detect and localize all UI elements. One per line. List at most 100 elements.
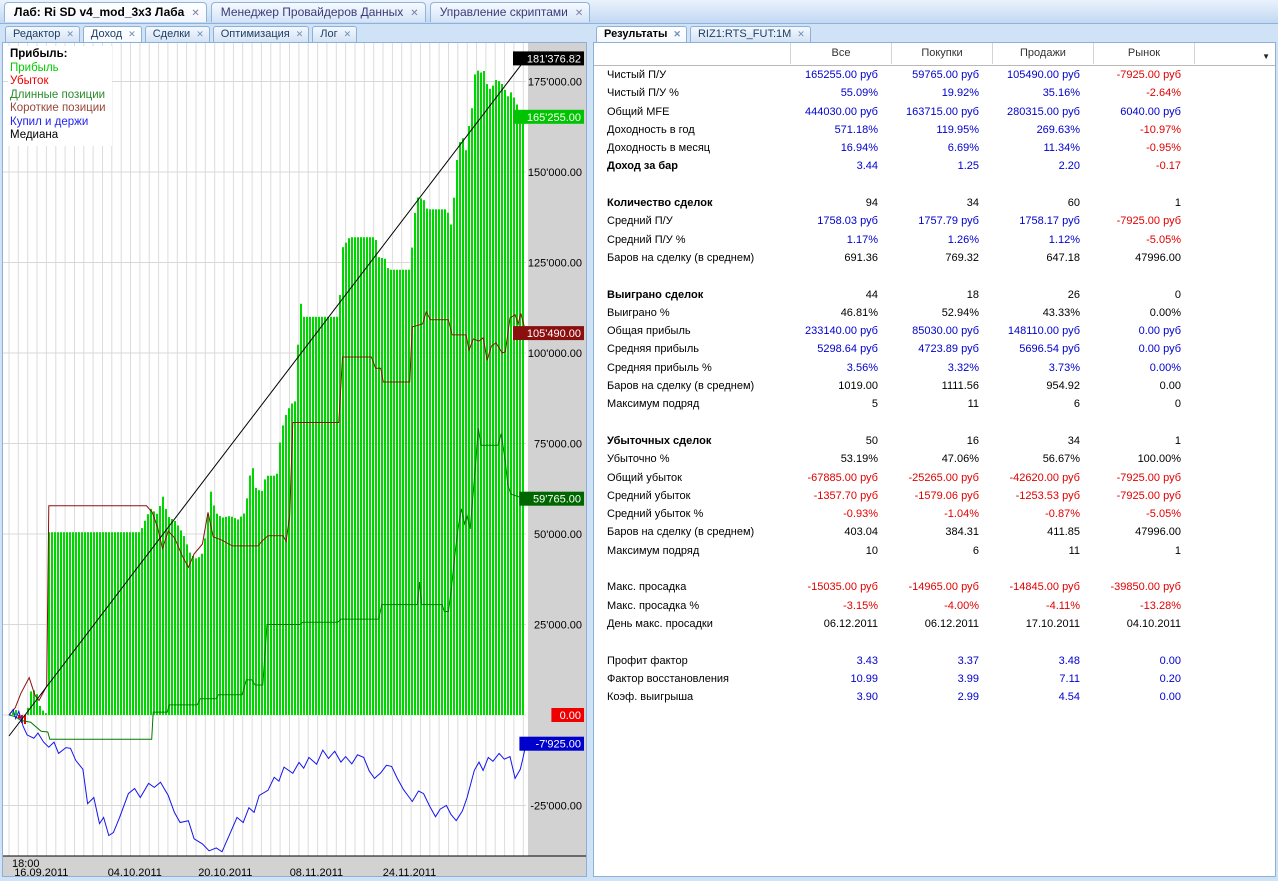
table-row: Средняя прибыль % 3.56% 3.32% 3.73% 0.00%: [594, 359, 1275, 377]
table-row: День макс. просадки 06.12.2011 06.12.2011 1…: [594, 615, 1275, 633]
cell-value: -5.05%: [1146, 508, 1181, 521]
cell-value: -39850.00 руб: [1110, 581, 1181, 594]
cell-value: 34: [1067, 434, 1080, 447]
cell-value: -10.97%: [1140, 123, 1181, 136]
left-tab-4[interactable]: Лог ✕: [312, 26, 358, 42]
row-label: Максимум подряд: [607, 398, 700, 411]
cell-value: 0.00 руб: [1138, 343, 1181, 356]
table-row: Чистый П/У % 55.09% 19.92% 35.16% -2.64%: [594, 84, 1275, 102]
cell-value: -0.95%: [1146, 142, 1181, 155]
cell-value: 3.73%: [1048, 361, 1080, 374]
svg-text:181'376.82: 181'376.82: [527, 53, 581, 65]
left-tabrow: Редактор ✕ Доход ✕ Сделки ✕ Оптимизация ✕ Лог ✕: [2, 24, 587, 42]
cell-value: 1019.00: [838, 380, 878, 393]
cell-value: 148110.00 руб: [1007, 325, 1080, 338]
cell-value: 6040.00 руб: [1120, 105, 1181, 118]
close-icon[interactable]: ✕: [66, 29, 74, 39]
cell-value: 16: [966, 434, 979, 447]
right-tab-1[interactable]: RIZ1:RTS_FUT:1M ✕: [689, 26, 811, 42]
close-icon[interactable]: ✕: [797, 29, 805, 39]
close-icon[interactable]: ✕: [343, 29, 352, 39]
tab-list-dropdown-icon[interactable]: ▼: [571, 52, 579, 61]
close-icon[interactable]: ✕: [673, 29, 681, 39]
cell-value: 5696.54 руб: [1019, 343, 1080, 356]
window-tab-1[interactable]: Менеджер Провайдеров Данных ✕: [210, 2, 426, 22]
cell-value: 59765.00 руб: [912, 69, 979, 81]
cell-value: 47996.00: [1135, 526, 1181, 539]
cell-value: -7925.00 руб: [1116, 471, 1181, 484]
left-tab-1[interactable]: Доход ✕: [82, 26, 142, 42]
svg-text:125'000.00: 125'000.00: [528, 258, 582, 270]
left-tab-3[interactable]: Оптимизация ✕: [212, 26, 310, 42]
right-tabrow: Результаты ✕ RIZ1:RTS_FUT:1M ✕: [593, 24, 1276, 42]
cell-value: 43.33%: [1042, 306, 1080, 319]
cell-value: 52.94%: [941, 306, 979, 319]
profit-chart-canvas[interactable]: 175'000.00 150'000.00 125'000.00 100'000.00…: [3, 43, 586, 879]
legend-item-0: Прибыль: [10, 61, 59, 74]
window-tab-label: Управление скриптами: [439, 5, 568, 19]
cell-value: 94: [865, 197, 878, 210]
column-header-2[interactable]: Продажи: [993, 43, 1094, 64]
row-label: Коэф. выигрыша: [607, 691, 694, 704]
svg-text:100'000.00: 100'000.00: [528, 348, 582, 360]
svg-text:25'000.00: 25'000.00: [534, 620, 582, 632]
window-tab-0[interactable]: Лаб: Ri SD v4_mod_3x3 Лаба ✕: [4, 2, 207, 22]
window-tab-label: Лаб: Ri SD v4_mod_3x3 Лаба: [14, 5, 185, 19]
row-label: Макс. просадка: [607, 581, 687, 594]
cell-value: -14845.00 руб: [1009, 581, 1080, 594]
cell-value: 403.04: [844, 526, 878, 539]
tab-list-dropdown-icon[interactable]: ▼: [1262, 52, 1270, 61]
cell-value: 34: [966, 197, 979, 210]
cell-value: 954.92: [1046, 380, 1080, 393]
cell-value: 3.37: [957, 654, 979, 667]
cell-value: 165255.00 руб: [805, 69, 878, 81]
cell-value: 53.19%: [840, 453, 878, 466]
cell-value: -14965.00 руб: [908, 581, 979, 594]
right-tab-0[interactable]: Результаты ✕: [596, 26, 687, 42]
svg-text:24.11.2011: 24.11.2011: [383, 867, 436, 876]
row-label: Баров на сделку (в среднем): [607, 526, 755, 539]
column-header-1[interactable]: Покупки: [892, 43, 993, 64]
cell-value: 3.43: [856, 654, 878, 667]
row-label: Общий MFE: [607, 105, 670, 118]
close-icon[interactable]: ✕: [574, 8, 584, 19]
cell-value: 3.48: [1058, 654, 1080, 667]
cell-value: 04.10.2011: [1126, 617, 1181, 630]
left-tab-0[interactable]: Редактор ✕: [5, 26, 80, 42]
row-label: Средний П/У: [607, 215, 673, 228]
svg-text:59'765.00: 59'765.00: [533, 494, 581, 506]
table-spacer-row: [594, 176, 1275, 194]
table-row: Средний П/У 1758.03 руб 1757.79 руб 1758.17…: [594, 212, 1275, 230]
window-tab-2[interactable]: Управление скриптами ✕: [429, 2, 591, 22]
cell-value: 7.11: [1059, 672, 1080, 685]
column-header-0[interactable]: Все: [791, 43, 892, 64]
left-tab-2[interactable]: Сделки ✕: [144, 26, 210, 42]
cell-value: -7925.00 руб: [1116, 489, 1181, 502]
chart-area[interactable]: 175'000.00 150'000.00 125'000.00 100'000.00…: [2, 42, 587, 879]
cell-value: -0.17: [1155, 160, 1181, 173]
table-row: Средняя прибыль 5298.64 руб 4723.89 руб 569…: [594, 340, 1275, 358]
close-icon[interactable]: ✕: [295, 29, 304, 39]
table-row: Доходность в год 571.18% 119.95% 269.63% -10…: [594, 121, 1275, 139]
cell-value: 1: [1174, 434, 1181, 447]
table-row: Общий убыток -67885.00 руб -25265.00 руб -4…: [594, 469, 1275, 487]
cell-value: 44: [865, 288, 878, 301]
cell-value: 1.25: [957, 160, 979, 173]
tab-label: Сделки: [152, 28, 191, 40]
cell-value: 18: [966, 288, 979, 301]
chart-legend: Прибыль: Прибыль Убыток Длинные позиции Коро…: [8, 46, 112, 146]
cell-value: 105490.00 руб: [1007, 69, 1080, 81]
cell-value: 56.67%: [1042, 453, 1080, 466]
close-icon[interactable]: ✕: [410, 8, 419, 19]
row-label: Выиграно %: [607, 306, 670, 319]
close-icon[interactable]: ✕: [128, 29, 136, 39]
row-label: Доходность в месяц: [607, 142, 711, 155]
close-icon[interactable]: ✕: [196, 29, 204, 39]
close-icon[interactable]: ✕: [191, 8, 200, 19]
column-header-3[interactable]: Рынок: [1094, 43, 1195, 64]
cell-value: 1.12%: [1048, 233, 1080, 246]
cell-value: 1758.03 руб: [817, 215, 878, 228]
cell-value: 5298.64 руб: [817, 343, 878, 356]
svg-text:16.09.2011: 16.09.2011: [14, 867, 68, 876]
cell-value: 0.20: [1159, 672, 1181, 685]
